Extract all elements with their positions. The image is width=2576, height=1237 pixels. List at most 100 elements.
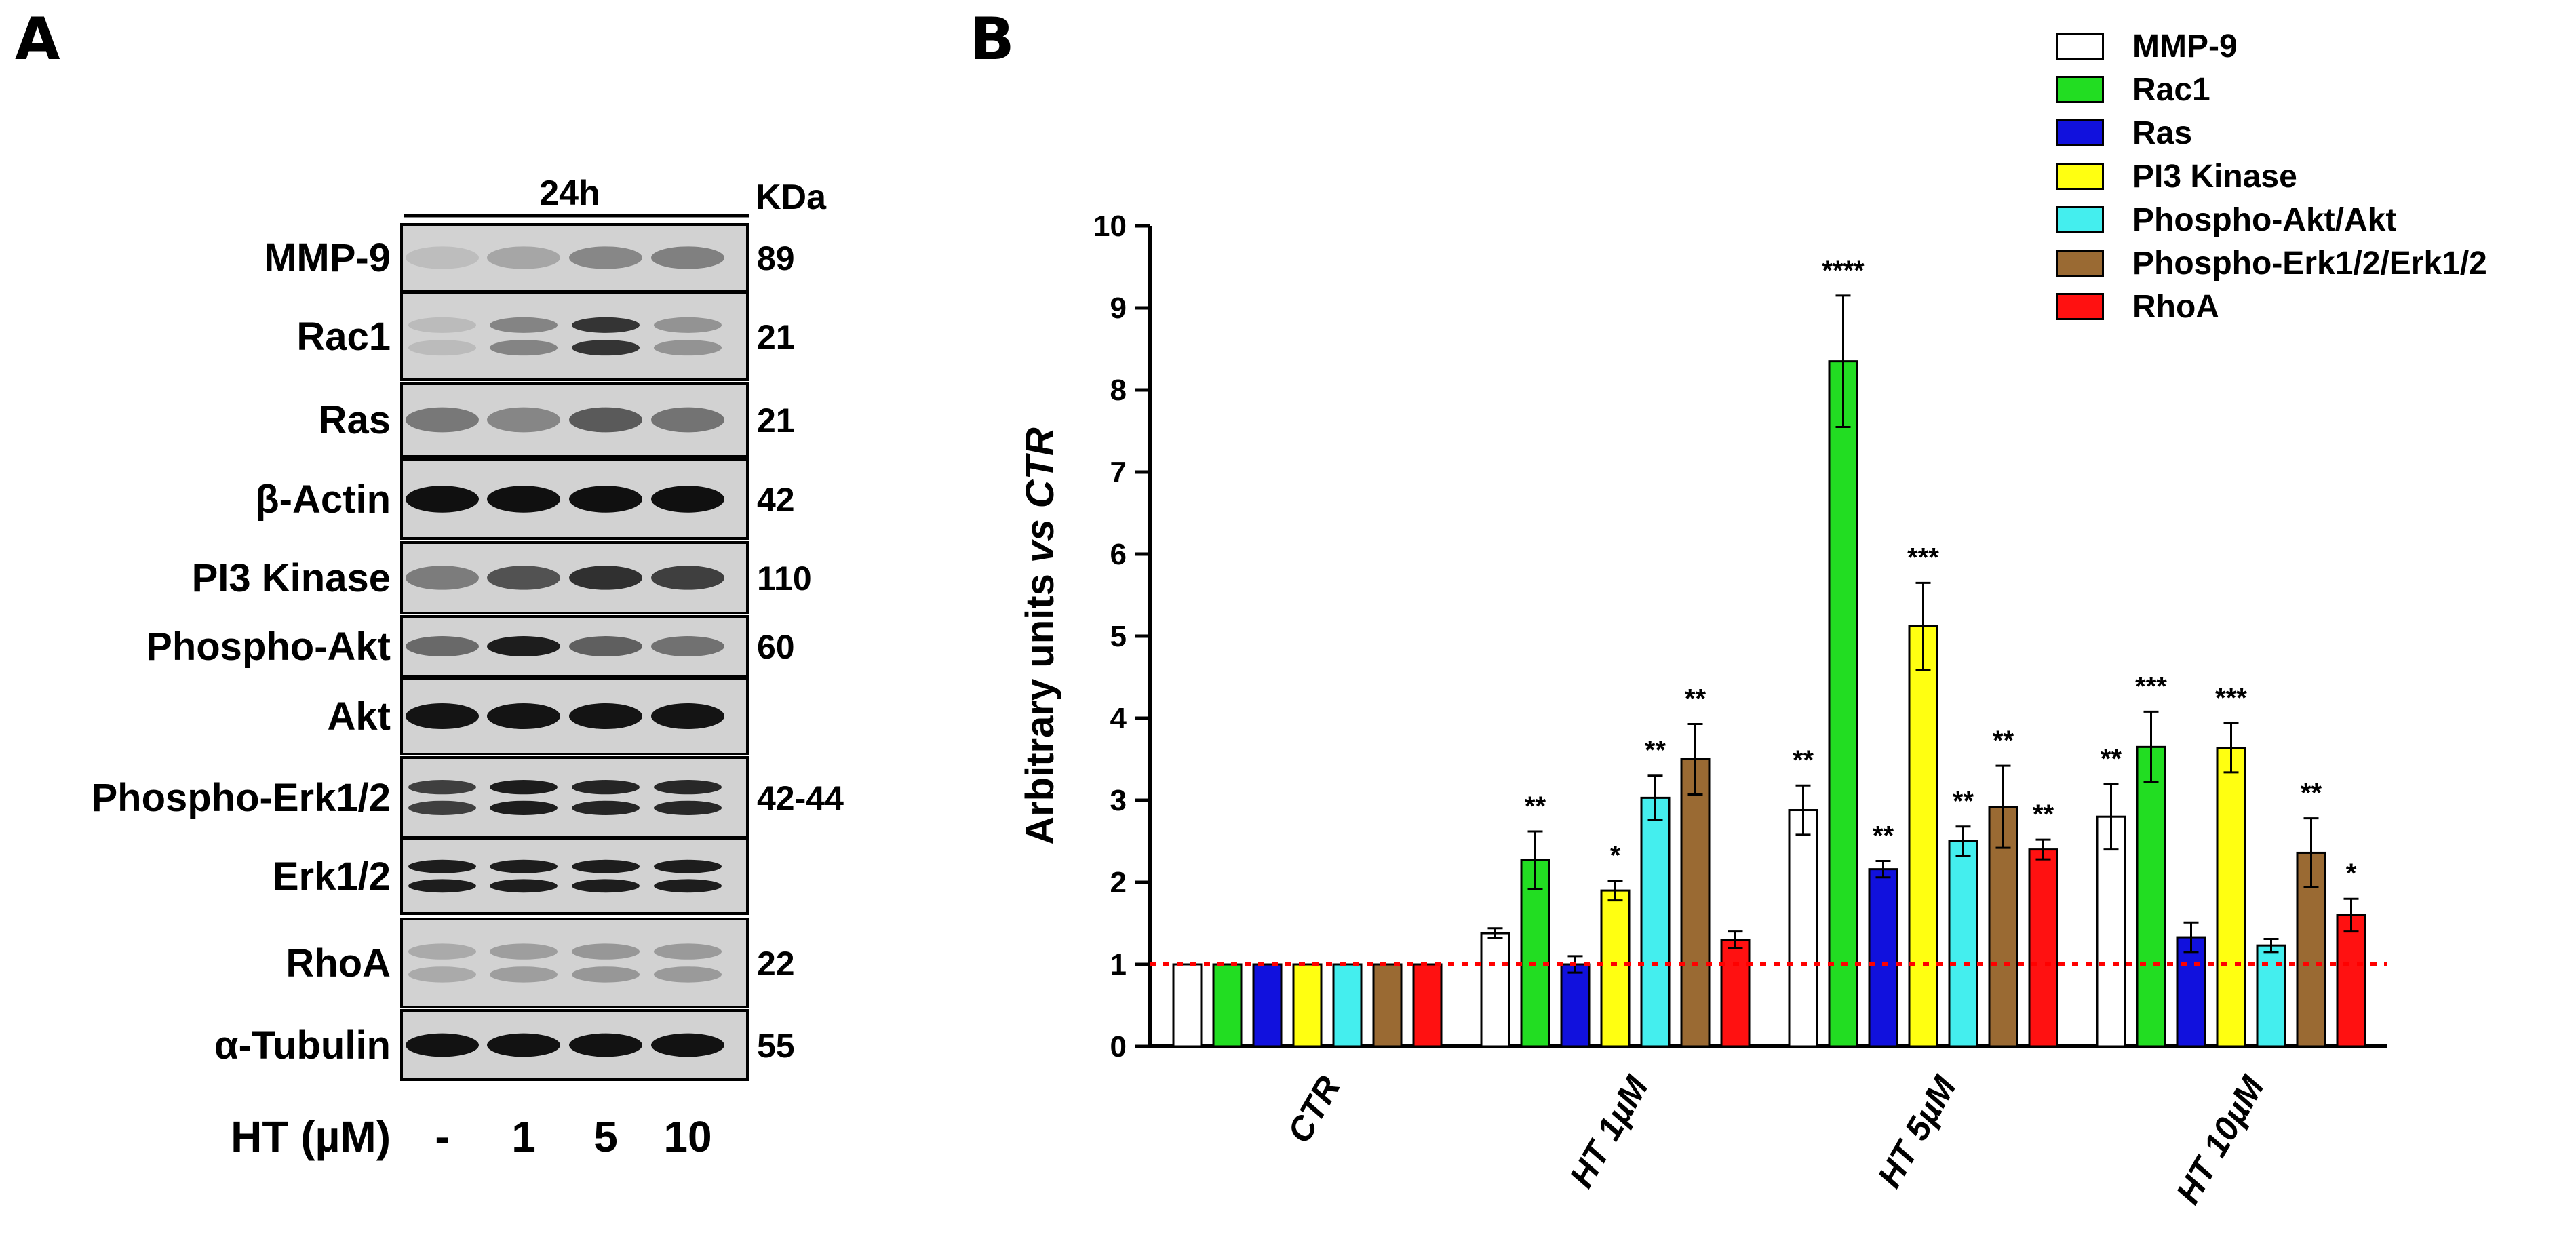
blot-protein-label: Phospho-Akt [146,625,391,669]
chart-axes: 0 1 2 3 4 5 6 7 8 9 10 [1093,210,2387,1063]
blot-band [487,486,560,513]
blot-band [654,943,722,960]
bar [1480,932,1510,1048]
bar [1948,840,1978,1048]
blot-band [654,966,722,983]
bar [1868,868,1898,1048]
blot-band [654,340,722,356]
y-tick-label: 2 [1110,866,1127,899]
y-tick-label: 10 [1093,210,1127,243]
legend-label: PI3 Kinase [2132,158,2297,195]
blot-band [408,780,476,795]
blot-kda-label: 21 [757,401,795,439]
blot-band [651,1033,724,1057]
blot-band [569,566,642,590]
blot-band [408,340,476,356]
blot-band [490,780,558,795]
blot-band [651,246,724,269]
legend-label: Phospho-Erk1/2/Erk1/2 [2132,245,2487,281]
significance-stars: ** [1953,787,1974,817]
y-axis-label: Arbitrary units vs CTR [1018,427,1062,845]
blot-band [406,486,479,513]
blot-band [569,407,642,433]
blot-kda-label: 110 [757,559,812,597]
ht-axis-label: HT (µM) [231,1112,391,1161]
y-tick-label: 6 [1110,538,1127,571]
blot-band [654,800,722,815]
y-axis-label-italic: vs CTR [1018,427,1062,563]
blot-protein-label: RhoA [286,941,391,985]
y-tick-label: 5 [1110,620,1127,653]
chart-legend: MMP-9 Rac1 Ras PI3 Kinase Phospho-Akt/Akt Pho… [2056,24,2487,328]
x-tick-label: HT 5µM [1870,1069,1964,1194]
bar [1908,625,1938,1048]
blot-protein-label: PI3 Kinase [192,556,391,600]
legend-label: Phospho-Akt/Akt [2132,201,2397,238]
bar [1720,939,1751,1048]
blot-protein-label: Akt [328,694,391,739]
legend-swatch [2056,206,2104,233]
blot-row: Phospho-Akt 60 [146,615,795,678]
legend-swatch [2056,293,2104,320]
blot-band [569,636,642,656]
bar [1372,963,1403,1048]
blot-band [487,1033,560,1057]
blot-band [572,859,640,873]
legend-item: Phospho-Akt/Akt [2056,198,2487,241]
blot-band [408,859,476,873]
legend-swatch [2056,76,2104,103]
bar [1828,360,1858,1048]
bar [1520,859,1550,1048]
x-tick-label: CTR [1280,1070,1348,1150]
blot-row: MMP-9 89 [264,223,795,292]
blot-band [572,943,640,960]
blot-band [572,966,640,983]
legend-swatch [2056,33,2104,60]
blot-protein-label: Rac1 [296,315,391,359]
legend-item: Ras [2056,111,2487,155]
blot-band [569,486,642,513]
blot-band [408,800,476,815]
blot-row: Phospho-Erk1/2 42-44 [91,756,844,839]
blot-kda-label: 60 [757,628,795,666]
blot-band [487,636,560,656]
legend-label: Rac1 [2132,71,2210,108]
blot-kda-label: 42-44 [757,779,844,817]
blot-row: Rac1 21 [296,292,795,381]
blot-row: α-Tubulin 55 [214,1009,795,1081]
blot-band [490,859,558,873]
blot-band [406,566,479,590]
bar [2136,745,2166,1048]
blot-band [572,800,640,815]
blot-kda-label: 42 [757,481,795,519]
blot-row: Akt [328,677,749,755]
blot-band [569,246,642,269]
bar [2176,936,2206,1048]
blot-band [406,1033,479,1057]
significance-stars: *** [2135,671,2167,701]
blot-band [651,566,724,590]
legend-item: MMP-9 [2056,24,2487,68]
blot-protein-label: Erk1/2 [273,855,391,899]
panel-b-letter: B [970,5,1015,73]
blot-band [406,636,479,656]
significance-stars: ** [1873,821,1894,851]
bar [1640,796,1671,1048]
blot-band [572,780,640,795]
blot-band [572,879,640,893]
lane-label: 10 [663,1112,711,1161]
blot-membrane [400,838,749,915]
blot-protein-label: β-Actin [255,477,391,522]
blot-band [490,943,558,960]
blot-rows: MMP-9 89 Rac1 21 Ras 21 β-Actin 42 PI3 Kinase 110… [91,223,844,1081]
significance-stars: **** [1822,256,1865,286]
significance-stars: ** [1645,736,1666,766]
blot-membrane [400,292,749,381]
blot-band [490,340,558,356]
blot-band [654,317,722,333]
bar [1212,963,1243,1048]
lane-labels: - 1 5 10 [435,1112,711,1161]
blot-band [487,246,560,269]
lane-label: - [435,1112,449,1161]
blot-row: Erk1/2 [273,838,749,915]
